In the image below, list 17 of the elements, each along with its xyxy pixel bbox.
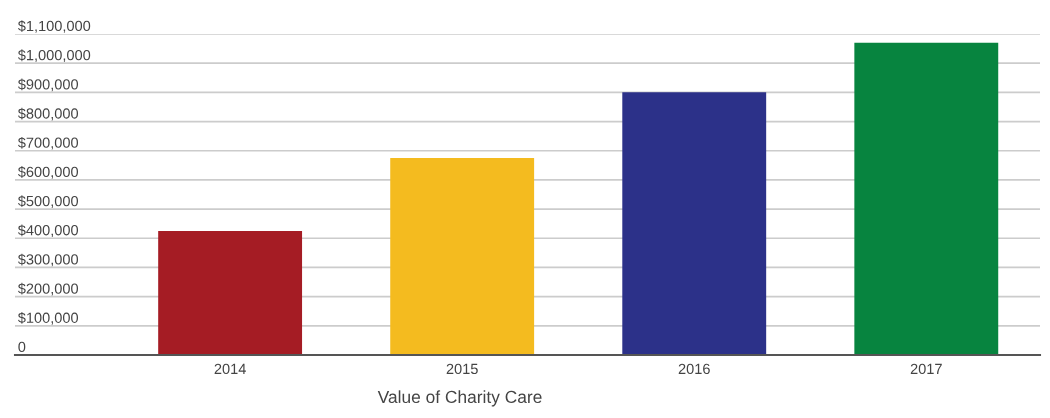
y-tick-label: $500,000 <box>17 195 79 208</box>
y-tick-label: $800,000 <box>17 107 79 121</box>
x-tick-label: 2017 <box>910 363 942 375</box>
x-axis-title: Value of Charity Care <box>377 390 542 407</box>
y-tick-label: $200,000 <box>17 282 79 296</box>
y-tick-label: $100,000 <box>17 312 79 325</box>
x-tick-label: 2015 <box>446 363 478 375</box>
x-tick-label: 2014 <box>214 363 246 375</box>
y-tick-label: $700,000 <box>17 136 79 150</box>
y-tick-label: 0 <box>18 341 26 353</box>
x-tick-label: 2016 <box>678 363 710 375</box>
y-tick-label: $1,000,000 <box>17 49 91 63</box>
y-tick-label: $300,000 <box>17 253 79 267</box>
y-tick-label: $400,000 <box>17 224 79 238</box>
y-tick-label: $600,000 <box>17 166 79 179</box>
y-tick-label: $1,100,000 <box>17 20 91 33</box>
y-tick-label: $900,000 <box>17 78 79 92</box>
